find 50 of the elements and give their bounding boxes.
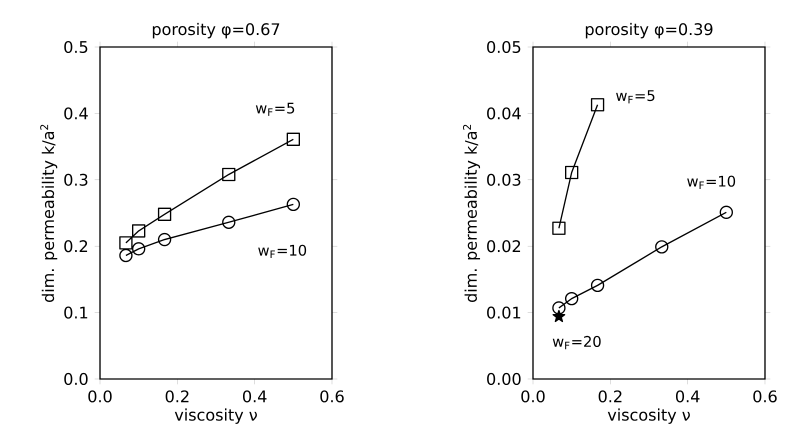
point: [222, 216, 236, 229]
y-axis-title: dim. permeability k/a$^{2}$: [40, 124, 58, 302]
point: [132, 224, 146, 238]
point: [552, 222, 566, 235]
y-tick-label: 0.01: [487, 306, 520, 319]
x-tick-label: 0.4: [242, 390, 266, 402]
point: [564, 166, 578, 180]
point: [119, 248, 133, 262]
point: [286, 132, 300, 146]
point: [590, 278, 604, 292]
y-tick-label: 0.00: [487, 372, 521, 386]
x-tick-label: 0.0: [88, 390, 112, 402]
y-tick-label: 0.05: [487, 40, 520, 54]
chart-title: porosity φ=0.39: [586, 22, 712, 38]
point: [564, 292, 578, 306]
y-tick-label: 0.0: [64, 372, 88, 386]
y-tick-label: 0.2: [64, 240, 88, 252]
x-axis-title: viscosity ν: [174, 408, 257, 424]
point: [655, 240, 668, 254]
point: [720, 206, 733, 219]
x-tick-label: 0.4: [676, 390, 700, 402]
chart-title: porosity φ=0.67: [152, 22, 280, 38]
point: [590, 98, 604, 112]
point: [222, 168, 236, 182]
y-axis-title: dim. permeability k/a$^{2}$: [462, 124, 480, 302]
point: [119, 236, 133, 250]
point: [286, 198, 300, 212]
y-tick-label: 0.02: [487, 240, 520, 252]
point: [552, 310, 566, 322]
y-tick-label: 0.4: [64, 107, 88, 120]
x-axis-title: viscosity ν: [608, 408, 690, 424]
point: [158, 208, 172, 221]
x-tick-label: 0.0: [521, 390, 545, 402]
text: w$_{F}$=10: [258, 244, 306, 258]
series-label: w$_{F}$=5: [616, 90, 654, 104]
y-tick-label: 0.03: [487, 174, 520, 186]
point: [158, 232, 172, 246]
y-tick-label: 0.5: [64, 40, 88, 54]
x-tick-label: 0.2: [166, 390, 188, 402]
y-tick-label: 0.3: [64, 174, 88, 186]
point: [132, 242, 146, 256]
x-tick-label: 0.6: [320, 390, 344, 402]
point: [552, 301, 566, 315]
y-tick-label: 0.04: [487, 107, 521, 120]
series-label: w$_{F}$=5: [256, 102, 294, 116]
y-tick-label: 0.1: [64, 306, 88, 319]
series-label: w$_{F}$=10: [687, 176, 736, 189]
series-label: w$_{F}$=20: [552, 336, 601, 350]
x-tick-label: 0.6: [753, 390, 777, 402]
x-tick-label: 0.2: [598, 390, 622, 402]
